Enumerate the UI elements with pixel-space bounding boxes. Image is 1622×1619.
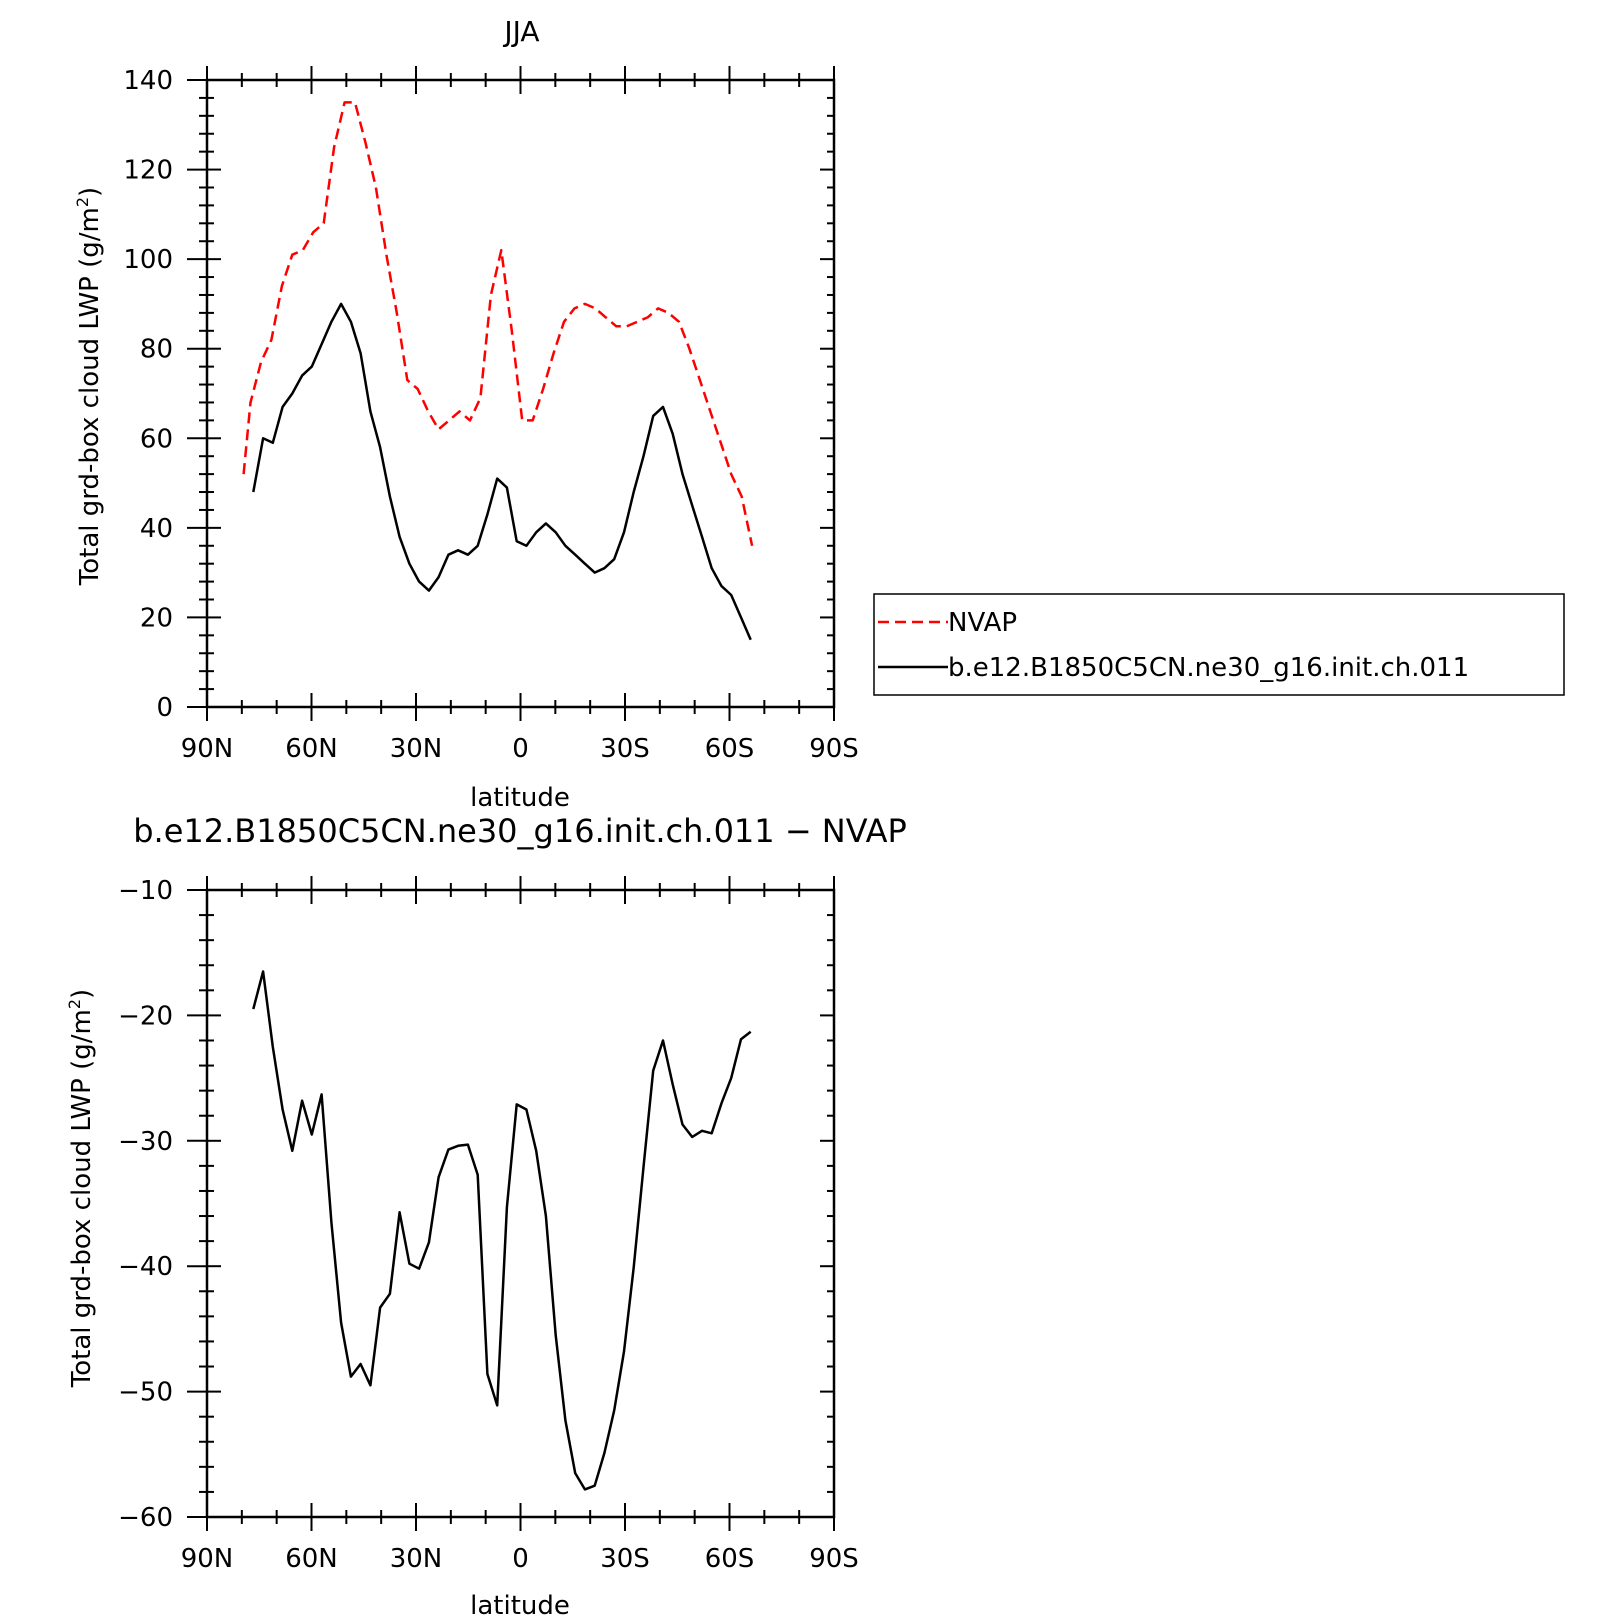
top-ticks-layer [187, 66, 835, 721]
bottom-chart: b.e12.B1850C5CN.ne30_g16.init.ch.011 − N… [65, 812, 907, 1619]
x-tick-label: 0 [512, 734, 529, 764]
x-tick-label: 90S [809, 734, 859, 764]
bottom-x-axis-label: latitude [470, 1591, 570, 1619]
bottom-tick-labels: 90N 60N 30N 0 30S 60S 90S −10 −20 −30 −40 −50 −60 [118, 876, 859, 1574]
y-tick-label: 60 [140, 424, 173, 454]
y-tick-label: 120 [123, 156, 173, 186]
top-plot-frame [205, 78, 836, 709]
bottom-chart-title: b.e12.B1850C5CN.ne30_g16.init.ch.011 − N… [133, 812, 907, 850]
y-tick-label: 40 [140, 514, 173, 544]
x-tick-label: 90N [181, 1544, 234, 1574]
y-tick-label: −30 [118, 1127, 173, 1157]
x-tick-label: 30S [600, 1544, 650, 1574]
y-tick-label: 140 [123, 66, 173, 96]
x-tick-label: 60S [705, 1544, 755, 1574]
legend: NVAP b.e12.B1850C5CN.ne30_g16.init.ch.01… [873, 593, 1565, 696]
y-tick-label: 20 [140, 603, 173, 633]
x-tick-label: 90N [181, 734, 234, 764]
y-tick-label: 80 [140, 335, 173, 365]
bottom-ticks-layer [187, 876, 835, 1531]
bottom-series-layer [252, 970, 752, 1491]
x-tick-label: 30N [390, 1544, 443, 1574]
y-tick-label: −50 [118, 1378, 173, 1408]
top-chart: JJA Total grd-box cloud LWP (g/m2) 90N 60… [73, 15, 1565, 813]
x-tick-label: 90S [809, 1544, 859, 1574]
top-tick-labels: 90N 60N 30N 0 30S 60S 90S 0 20 40 60 80 100 120 140 [123, 66, 858, 764]
bottom-plot-frame [205, 888, 836, 1519]
legend-box [873, 593, 1565, 696]
top-x-axis-label: latitude [470, 783, 570, 813]
x-tick-label: 60N [285, 734, 338, 764]
y-tick-label: −20 [118, 1001, 173, 1031]
y-tick-label: −10 [118, 876, 173, 906]
x-tick-label: 60S [705, 734, 755, 764]
x-tick-label: 0 [512, 1544, 529, 1574]
y-tick-label: −40 [118, 1252, 173, 1282]
top-series-layer [242, 101, 754, 641]
top-series-line-nvap [242, 101, 754, 547]
x-tick-label: 30S [600, 734, 650, 764]
top-series-line-model [252, 302, 752, 641]
y-tick-label: 100 [123, 245, 173, 275]
bottom-series-line-model [252, 970, 752, 1491]
top-y-axis-label: Total grd-box cloud LWP (g/m2) [73, 187, 105, 586]
x-tick-label: 30N [390, 734, 443, 764]
y-tick-label: 0 [156, 693, 173, 723]
legend-label-nvap: NVAP [948, 608, 1017, 638]
top-chart-title: JJA [502, 15, 539, 48]
x-tick-label: 60N [285, 1544, 338, 1574]
legend-label-model: b.e12.B1850C5CN.ne30_g16.init.ch.011 [948, 653, 1469, 683]
bottom-y-axis-label: Total grd-box cloud LWP (g/m2) [65, 989, 97, 1388]
y-tick-label: −60 [118, 1503, 173, 1533]
